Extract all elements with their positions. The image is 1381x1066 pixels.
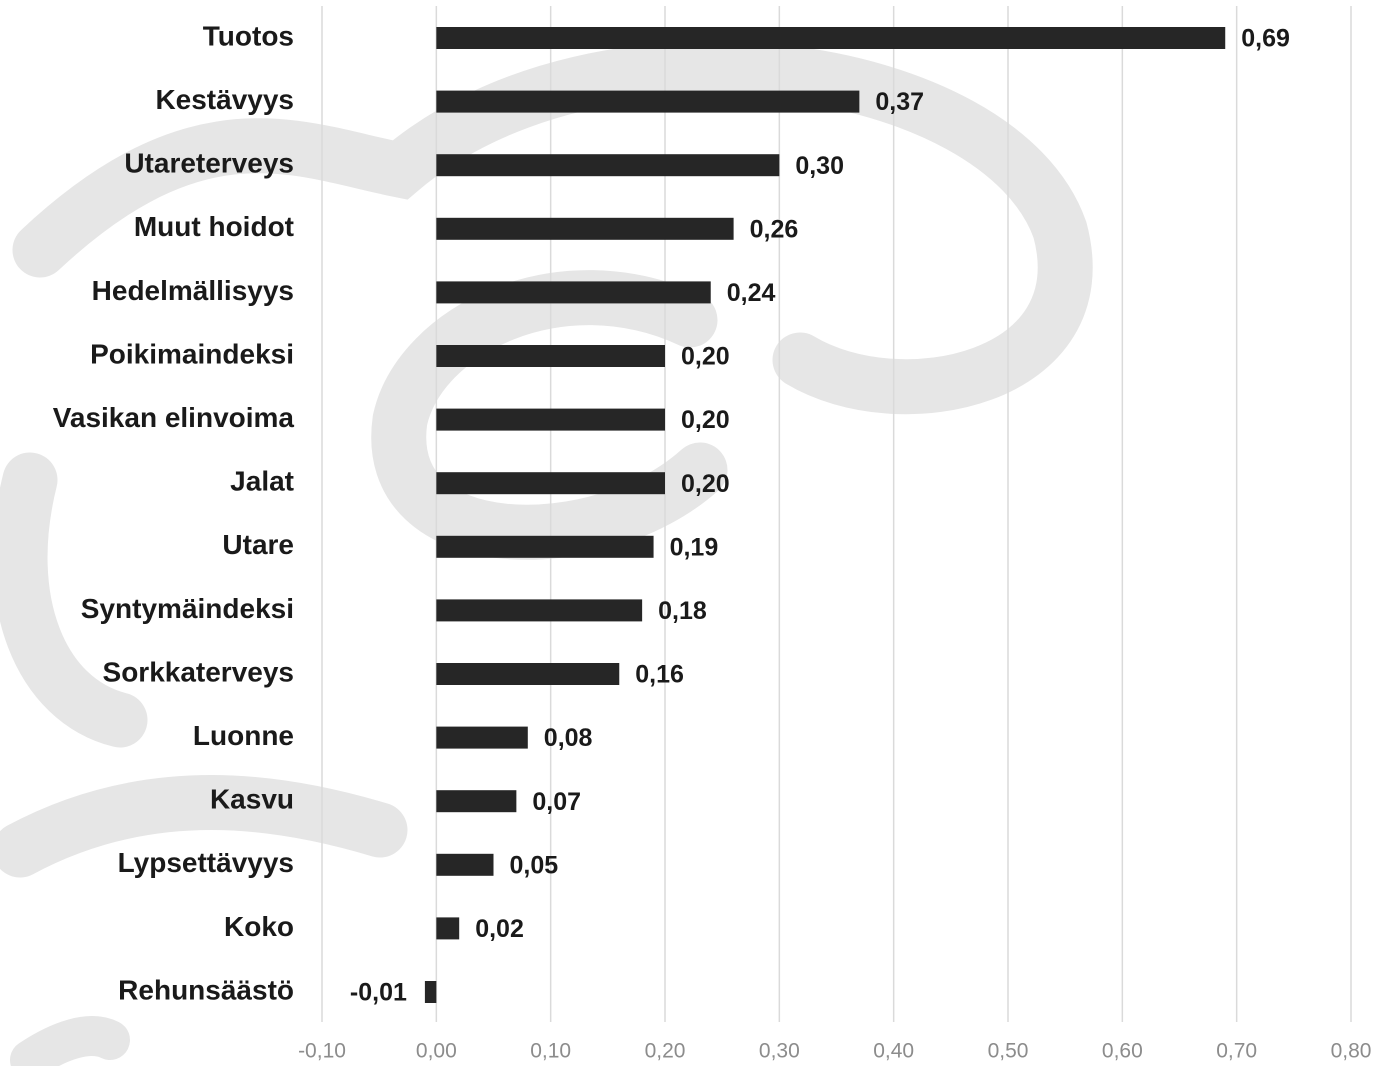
- bar: [436, 536, 653, 558]
- value-label: 0,07: [532, 788, 581, 816]
- category-label: Lypsettävyys: [118, 847, 294, 878]
- x-tick-label: 0,50: [988, 1040, 1029, 1063]
- category-label: Tuotos: [203, 20, 294, 51]
- bar: [436, 917, 459, 939]
- value-label: 0,08: [544, 724, 593, 752]
- bar: [436, 854, 493, 876]
- category-label: Sorkkaterveys: [103, 656, 294, 687]
- value-label: 0,69: [1241, 25, 1290, 53]
- x-tick-label: 0,10: [530, 1040, 571, 1063]
- x-tick-label: -0,10: [298, 1040, 346, 1063]
- bar: [436, 345, 665, 367]
- category-label: Poikimaindeksi: [90, 338, 294, 369]
- x-tick-label: 0,80: [1331, 1040, 1372, 1063]
- category-label: Utareterveys: [124, 148, 294, 179]
- bar: [436, 154, 779, 176]
- category-label: Luonne: [193, 720, 294, 751]
- value-label: 0,20: [681, 406, 730, 434]
- category-label: Utare: [222, 529, 294, 560]
- value-label: 0,16: [635, 661, 684, 689]
- category-label: Kestävyys: [155, 84, 294, 115]
- bar: [436, 91, 859, 113]
- bar: [436, 472, 665, 494]
- x-tick-label: 0,30: [759, 1040, 800, 1063]
- bar: [436, 663, 619, 685]
- value-label: 0,02: [475, 915, 524, 943]
- value-label: 0,26: [750, 215, 799, 243]
- bar: [425, 981, 436, 1003]
- value-label: 0,24: [727, 279, 776, 307]
- category-label: Koko: [224, 911, 294, 942]
- bar: [436, 27, 1225, 49]
- x-tick-label: 0,60: [1102, 1040, 1143, 1063]
- value-label: 0,30: [795, 152, 844, 180]
- bar: [436, 727, 527, 749]
- x-tick-label: 0,70: [1216, 1040, 1257, 1063]
- value-label: 0,18: [658, 597, 707, 625]
- category-label: Hedelmällisyys: [92, 275, 294, 306]
- value-label: 0,19: [670, 533, 719, 561]
- category-label: Muut hoidot: [134, 211, 294, 242]
- chart: -0,10 0,00 0,10 0,20 0,30 0,40 0,50 0,60 0,70 0,8…: [0, 0, 1381, 1066]
- value-label: 0,20: [681, 343, 730, 371]
- category-label: Rehunsäästö: [118, 974, 294, 1005]
- value-label: 0,20: [681, 470, 730, 498]
- category-label: Jalat: [230, 466, 294, 497]
- category-label: Kasvu: [210, 784, 294, 815]
- value-label: 0,37: [875, 88, 924, 116]
- category-label: Vasikan elinvoima: [53, 402, 295, 433]
- x-tick-label: 0,40: [873, 1040, 914, 1063]
- value-label: -0,01: [350, 979, 407, 1007]
- bar: [436, 218, 733, 240]
- bar: [436, 281, 710, 303]
- x-tick-label: 0,20: [645, 1040, 686, 1063]
- bar: [436, 599, 642, 621]
- category-label: Syntymäindeksi: [81, 593, 294, 624]
- value-label: 0,05: [510, 851, 559, 879]
- x-tick-label: 0,00: [416, 1040, 457, 1063]
- bar: [436, 790, 516, 812]
- bar: [436, 409, 665, 431]
